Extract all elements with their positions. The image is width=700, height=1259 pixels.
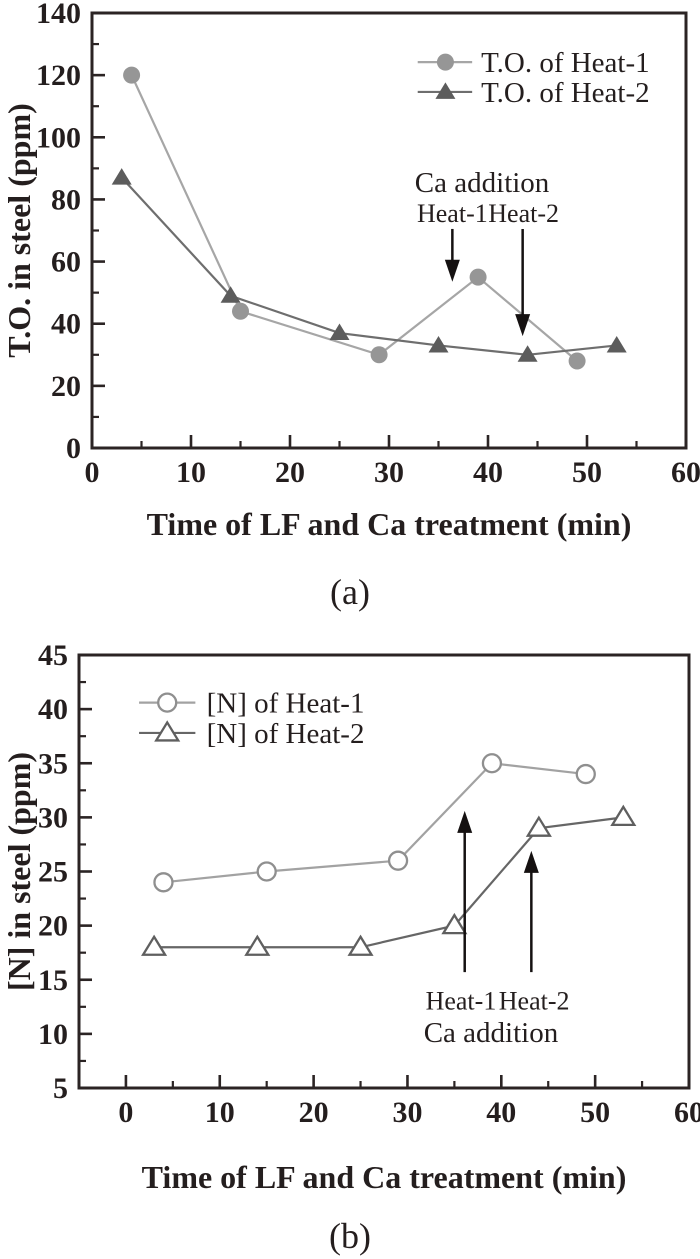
plot-frame [77,653,691,1090]
y-tick-label: 20 [38,910,68,943]
data-point-t-o-of-heat-2 [329,323,350,341]
x-tick-label: 0 [118,1096,133,1129]
legend-label: [N] of Heat-1 [207,688,365,720]
y-tick-label: 10 [38,1018,68,1051]
y-tick-label: 40 [38,693,68,726]
data-point--n-of-heat-2 [244,934,271,956]
x-tick-label: 50 [580,1096,610,1129]
y-tick-label: 5 [53,1072,68,1105]
x-tick-label: 20 [299,1096,329,1129]
data-point-t-o-of-heat-2 [428,335,449,353]
annotation-text: Heat-2 [499,986,570,1015]
data-point--n-of-heat-2 [441,912,468,935]
legend-marker [435,82,456,99]
y-tick-label: 140 [36,0,81,30]
data-point--n-of-heat-2 [610,804,637,827]
legend-label: [N] of Heat-2 [207,718,365,750]
annotation-arrow-head [444,259,460,282]
y-tick-label: 20 [51,370,81,403]
y-tick-label: 120 [36,59,81,92]
data-point-t-o-of-heat-1 [370,346,388,364]
data-point-t-o-of-heat-2 [220,286,241,303]
data-point--n-of-heat-1 [256,861,277,882]
series-line-1 [163,762,586,884]
y-tick-label: 80 [51,183,81,216]
y-tick-label: 15 [38,964,68,997]
x-tick-label: 40 [486,1096,516,1129]
y-axis-title: [N] in steel (ppm) [1,752,37,991]
data-point-t-o-of-heat-1 [232,302,249,320]
y-tick-label: 45 [38,639,68,672]
x-tick-label: 60 [674,1096,700,1129]
annotation-text: Ca addition [424,1017,559,1049]
data-point-t-o-of-heat-1 [123,66,141,84]
x-tick-label: 10 [205,1096,235,1129]
y-tick-label: 30 [38,801,68,834]
x-axis-title: Time of LF and Ca treatment (min) [147,506,632,542]
x-tick-label: 0 [85,456,100,489]
series-line-2 [154,816,624,949]
data-point--n-of-heat-2 [525,815,552,837]
panel-a-chart: 0 10 20 30 40 50 60 0 20 40 60 80 100 120 140 Time of L… [1,0,700,612]
data-point-t-o-of-heat-2 [111,168,132,185]
legend-marker [154,720,181,742]
x-tick-label: 40 [473,456,503,489]
data-point--n-of-heat-2 [347,934,374,956]
annotation-text: Ca addition [415,167,550,199]
panel-b-chart: 0 10 20 30 40 50 60 5 10 15 20 25 30 35 40 45 Time of LF… [1,639,700,1256]
data-point--n-of-heat-1 [387,850,409,871]
x-tick-label: 10 [176,456,206,489]
series-line-2 [120,176,617,356]
y-tick-label: 100 [36,121,81,154]
annotation-text: Heat-1 [426,986,497,1015]
annotation-arrow-head [523,850,539,873]
legend-label: T.O. of Heat-1 [481,47,650,79]
data-point-t-o-of-heat-2 [606,335,627,353]
x-tick-label: 20 [275,456,305,489]
x-tick-label: 50 [572,456,602,489]
panel-caption: (b) [329,1216,371,1256]
annotation-arrow-head [457,810,473,833]
y-tick-label: 40 [51,308,81,341]
data-point--n-of-heat-2 [141,934,168,956]
y-tick-label: 0 [66,432,81,465]
legend-marker [157,692,178,713]
panel-caption: (a) [330,572,370,612]
legend-label: T.O. of Heat-2 [481,77,650,109]
data-point--n-of-heat-1 [575,763,596,785]
x-tick-label: 30 [374,456,404,489]
legend-marker [436,53,454,71]
data-point-t-o-of-heat-1 [469,268,487,286]
annotation-text: Heat-2 [488,199,559,228]
data-point-t-o-of-heat-2 [517,345,538,362]
annotation-text: Heat-1 [417,199,488,228]
y-tick-label: 25 [38,856,68,889]
x-tick-label: 60 [671,456,700,489]
x-tick-label: 30 [392,1096,422,1129]
annotation-arrow-head [515,314,531,337]
y-axis-title: T.O. in steel (ppm) [1,103,37,358]
data-point-t-o-of-heat-1 [568,352,586,370]
y-tick-label: 35 [38,747,68,780]
data-point--n-of-heat-1 [481,753,503,774]
data-point--n-of-heat-1 [153,872,174,893]
y-tick-label: 60 [51,246,81,279]
x-axis-title: Time of LF and Ca treatment (min) [142,1159,627,1195]
